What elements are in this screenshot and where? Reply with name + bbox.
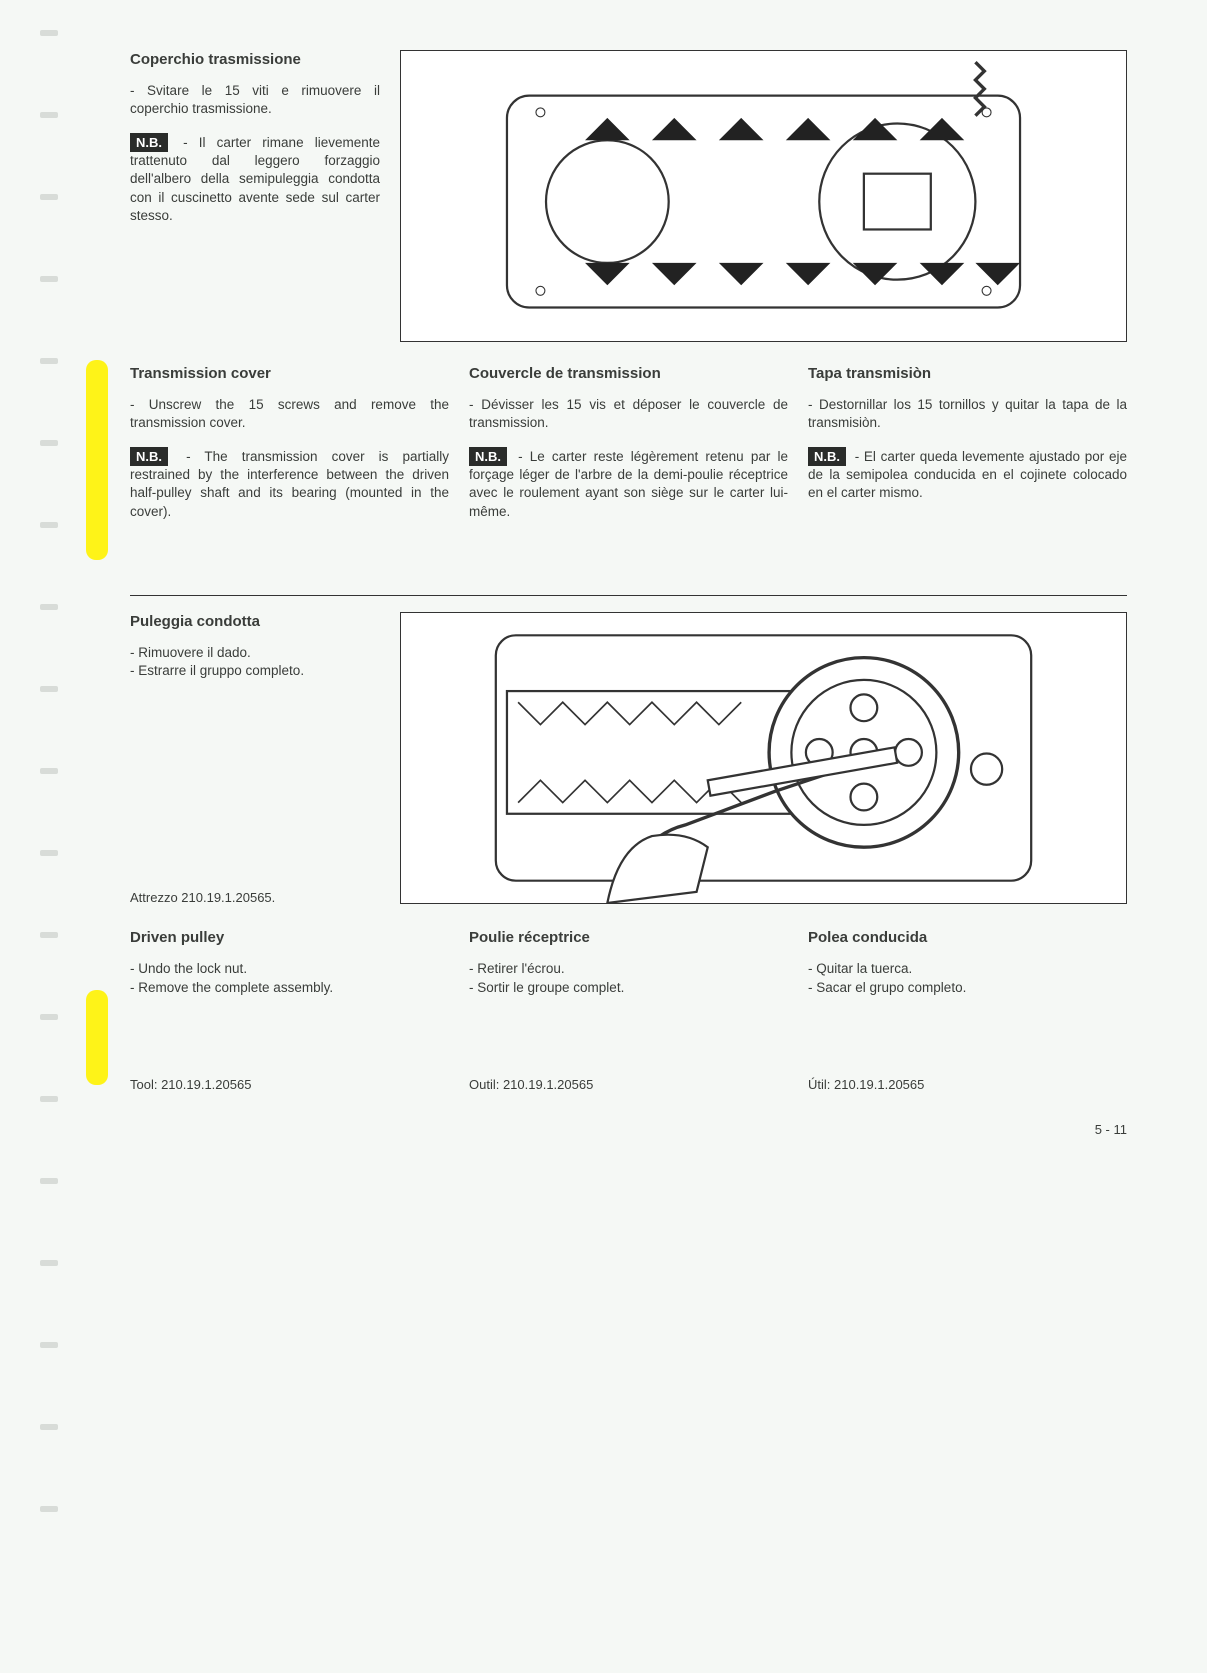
nb-badge: N.B. <box>130 447 168 467</box>
line2-en: - Remove the complete assembly. <box>130 979 449 997</box>
nb-text-es: - El carter queda levemente ajustado por… <box>808 449 1127 501</box>
col-italian: Coperchio trasmissione - Svitare le 15 v… <box>130 50 380 239</box>
figure-transmission-cover <box>400 50 1127 342</box>
line2-fr: - Sortir le groupe complet. <box>469 979 788 997</box>
nb-badge: N.B. <box>808 447 846 467</box>
tool-es: Útil: 210.19.1.20565 <box>808 1077 1127 1092</box>
punch-holes <box>40 0 60 1673</box>
body-es: - Destornillar los 15 tornillos y quitar… <box>808 396 1127 432</box>
section-divider <box>130 595 1127 596</box>
col-french: Couvercle de transmission - Dévisser les… <box>469 364 788 535</box>
tool-footer-row: Tool: 210.19.1.20565 Outil: 210.19.1.205… <box>130 1077 1127 1092</box>
note-en: N.B. - The transmission cover is partial… <box>130 447 449 521</box>
highlight-mark-2 <box>86 990 108 1085</box>
figure-driven-pulley <box>400 612 1127 904</box>
section-transmission-cover: Coperchio trasmissione - Svitare le 15 v… <box>130 50 1127 535</box>
col-english: Transmission cover - Unscrew the 15 scre… <box>130 364 449 535</box>
nb-badge: N.B. <box>130 133 168 153</box>
title-fr: Couvercle de transmission <box>469 364 788 384</box>
page-number: 5 - 11 <box>130 1122 1127 1137</box>
translation-row-2: Driven pulley - Undo the lock nut. - Rem… <box>130 928 1127 997</box>
note-es: N.B. - El carter queda levemente ajustad… <box>808 447 1127 503</box>
col-french-2: Poulie réceptrice - Retirer l'écrou. - S… <box>469 928 788 997</box>
tool-note-it: Attrezzo 210.19.1.20565. <box>130 889 380 907</box>
title-es: Tapa transmisiòn <box>808 364 1127 384</box>
line1-fr: - Retirer l'écrou. <box>469 960 788 978</box>
line1-es: - Quitar la tuerca. <box>808 960 1127 978</box>
title-it: Coperchio trasmissione <box>130 50 380 70</box>
line2-it: - Estrarre il gruppo completo. <box>130 662 380 680</box>
title-en: Transmission cover <box>130 364 449 384</box>
diagram-transmission-cover-icon <box>401 51 1126 341</box>
title2-es: Polea conducida <box>808 928 1127 948</box>
nb-text-en: - The transmission cover is partially re… <box>130 449 449 519</box>
line1-it: - Rimuovere il dado. <box>130 644 380 662</box>
line2-es: - Sacar el grupo completo. <box>808 979 1127 997</box>
nb-text-fr: - Le carter reste légèrement retenu par … <box>469 449 788 519</box>
col-spanish: Tapa transmisiòn - Destornillar los 15 t… <box>808 364 1127 535</box>
title2-en: Driven pulley <box>130 928 449 948</box>
nb-badge: N.B. <box>469 447 507 467</box>
col-italian-2: Puleggia condotta - Rimuovere il dado. -… <box>130 612 380 906</box>
title2-it: Puleggia condotta <box>130 612 380 632</box>
body-fr: - Dévisser les 15 vis et déposer le couv… <box>469 396 788 432</box>
highlight-mark-1 <box>86 360 108 560</box>
manual-page: Coperchio trasmissione - Svitare le 15 v… <box>0 0 1207 1673</box>
tool-fr: Outil: 210.19.1.20565 <box>469 1077 788 1092</box>
col-english-2: Driven pulley - Undo the lock nut. - Rem… <box>130 928 449 997</box>
line1-en: - Undo the lock nut. <box>130 960 449 978</box>
body-it: - Svitare le 15 viti e rimuovere il cope… <box>130 82 380 118</box>
note-fr: N.B. - Le carter reste légèrement retenu… <box>469 447 788 521</box>
body-en: - Unscrew the 15 screws and remove the t… <box>130 396 449 432</box>
translation-row-1: Transmission cover - Unscrew the 15 scre… <box>130 364 1127 535</box>
section-driven-pulley: Puleggia condotta - Rimuovere il dado. -… <box>130 612 1127 1137</box>
col-spanish-2: Polea conducida - Quitar la tuerca. - Sa… <box>808 928 1127 997</box>
title2-fr: Poulie réceptrice <box>469 928 788 948</box>
tool-en: Tool: 210.19.1.20565 <box>130 1077 449 1092</box>
note-it: N.B. - Il carter rimane lievemente tratt… <box>130 133 380 225</box>
diagram-driven-pulley-icon <box>401 613 1126 903</box>
